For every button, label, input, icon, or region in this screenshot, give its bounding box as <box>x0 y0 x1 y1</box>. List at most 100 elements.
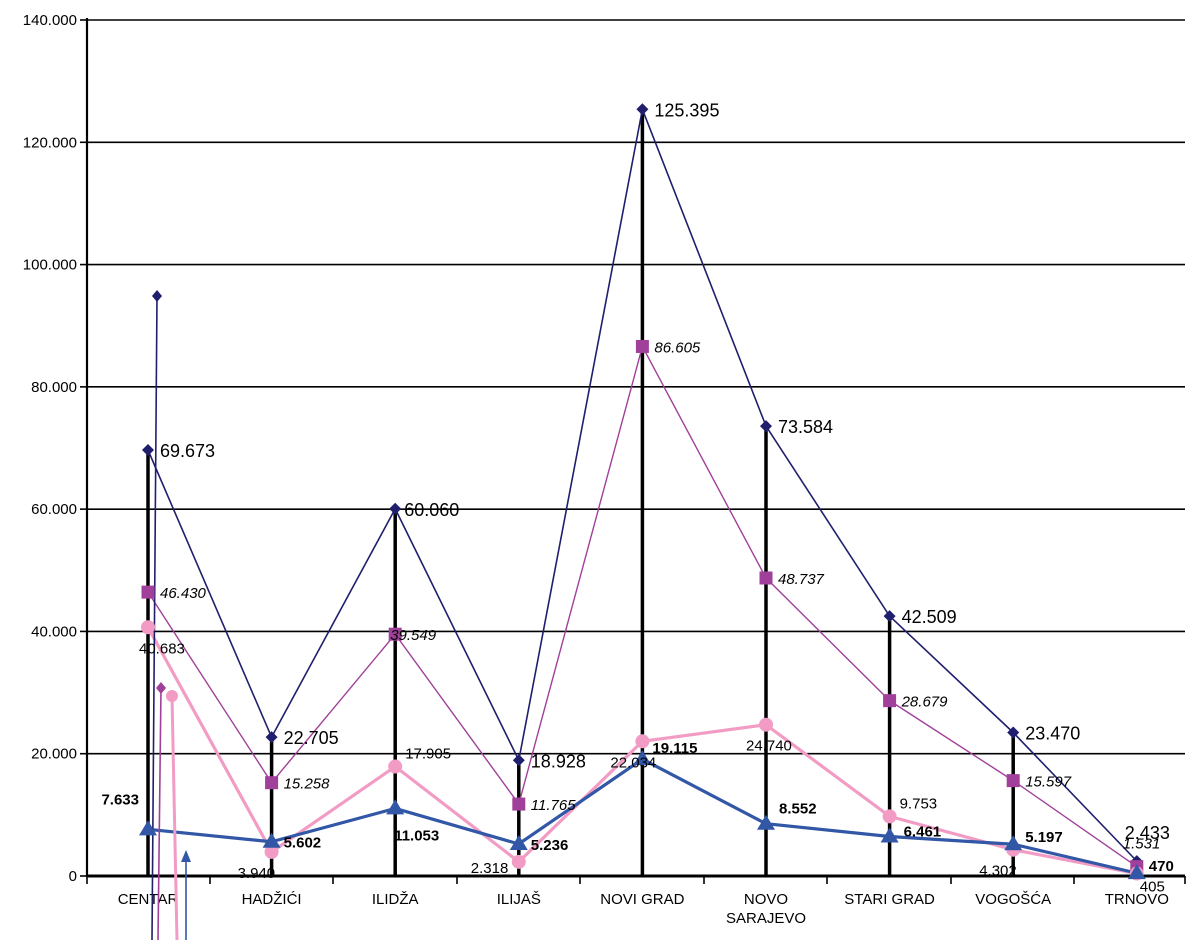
data-label: 19.115 <box>652 740 697 757</box>
x-tick-label: SARAJEVO <box>726 910 806 927</box>
series-marker-square <box>1006 774 1020 788</box>
series-markers <box>139 103 1146 881</box>
data-label: 5.602 <box>284 835 322 852</box>
data-label: 48.737 <box>778 571 825 588</box>
x-tick-label: VOGOŠĆA <box>975 891 1051 908</box>
legend-key-marker <box>181 850 191 862</box>
series-marker-circle <box>882 809 897 824</box>
data-label: 22.705 <box>284 728 339 748</box>
series-marker-triangle <box>1127 864 1146 880</box>
series-marker-circle <box>635 734 650 749</box>
series-marker-diamond <box>512 754 525 767</box>
data-label: 73.584 <box>778 417 833 437</box>
y-tick-label: 100.000 <box>23 257 77 274</box>
data-label: 15.597 <box>1025 774 1072 791</box>
x-tick-label: ILIJAŠ <box>497 891 541 908</box>
data-label: 28.679 <box>901 694 949 711</box>
data-label: 3.940 <box>238 865 276 882</box>
data-label: 1.531 <box>1123 836 1161 853</box>
series-marker-square <box>265 776 279 790</box>
y-tick-label: 0 <box>69 868 77 885</box>
y-tick-label: 20.000 <box>31 746 77 763</box>
series-marker-triangle <box>880 827 899 843</box>
series-marker-square <box>759 571 773 585</box>
grid-lines <box>87 19 1185 755</box>
x-tick-label: HADŽIĆI <box>242 891 302 908</box>
data-label: 405 <box>1140 879 1165 896</box>
data-label: 6.461 <box>904 823 942 840</box>
x-axis-ticks: CENTAR HADŽIĆI ILIDŽA ILIJAŠ NOVI GRAD NOVO SA… <box>86 876 1186 927</box>
x-tick-label: CENTAR <box>118 891 179 908</box>
series-marker-square <box>883 694 897 708</box>
legend-key-line <box>157 687 162 940</box>
x-tick-label: NOVI GRAD <box>600 891 684 908</box>
series-marker-triangle <box>633 750 652 766</box>
data-label: 86.605 <box>654 339 701 356</box>
series-marker-square <box>388 627 402 641</box>
legend-key-line <box>170 695 179 940</box>
data-label: 23.470 <box>1025 723 1080 743</box>
x-tick-label: STARI GRAD <box>844 891 935 908</box>
data-label: 2.433 <box>1125 823 1170 843</box>
data-label: 17.905 <box>405 746 451 763</box>
legend-key-artifacts <box>151 290 191 940</box>
y-tick-label: 120.000 <box>23 134 77 151</box>
y-axis-ticks: 0 20.000 40.000 60.000 80.000 100.000 120.000 1… <box>23 12 87 885</box>
data-label: 69.673 <box>160 441 215 461</box>
legend-key-marker <box>166 690 178 702</box>
data-label: 470 <box>1149 858 1174 875</box>
series-marker-diamond <box>636 103 649 116</box>
series-marker-circle <box>511 854 526 869</box>
data-label: 4.302 <box>979 863 1017 880</box>
series-marker-square <box>141 585 155 599</box>
data-label: 11.765 <box>531 797 576 814</box>
y-tick-label: 80.000 <box>31 379 77 396</box>
y-tick-label: 60.000 <box>31 501 77 518</box>
data-label: 22.034 <box>610 754 656 771</box>
data-label: 40.683 <box>139 640 185 657</box>
series-marker-diamond <box>760 420 772 433</box>
data-label: 39.549 <box>390 627 437 644</box>
data-label: 42.509 <box>902 607 957 627</box>
series-marker-diamond <box>883 610 896 623</box>
x-tick-label: ILIDŽA <box>372 891 419 908</box>
series-marker-circle <box>264 844 279 859</box>
data-label: 8.552 <box>779 801 817 818</box>
data-label: 15.258 <box>284 776 331 793</box>
data-label: 7.633 <box>101 791 139 808</box>
data-label: 18.928 <box>531 751 586 771</box>
series-marker-diamond <box>265 731 278 744</box>
y-tick-label: 140.000 <box>23 12 77 29</box>
series-marker-circle <box>759 717 773 732</box>
series-marker-circle <box>141 620 155 635</box>
data-label: 11.053 <box>394 827 439 844</box>
series-marker-square <box>512 797 526 811</box>
series-marker-triangle <box>139 820 157 836</box>
series-marker-triangle <box>262 832 281 848</box>
series-marker-triangle <box>509 834 528 850</box>
series-marker-diamond <box>1007 726 1020 739</box>
series-marker-diamond <box>389 502 402 515</box>
data-label: 2.318 <box>471 860 509 877</box>
data-label: 125.395 <box>654 100 719 120</box>
series-marker-circle <box>388 759 403 774</box>
data-labels: 69.673 22.705 60.060 18.928 125.395 73.584 42.… <box>101 100 1173 895</box>
data-label: 60.060 <box>404 500 459 520</box>
data-label: 9.753 <box>900 795 938 812</box>
y-tick-label: 40.000 <box>31 623 77 640</box>
series-marker-square <box>635 339 649 353</box>
data-label: 24.740 <box>746 738 792 755</box>
data-label: 46.430 <box>160 585 207 602</box>
series-marker-triangle <box>757 814 775 830</box>
data-label: 5.197 <box>1025 829 1063 846</box>
x-tick-label: TRNOVO <box>1105 891 1169 908</box>
legend-key-marker <box>152 290 162 302</box>
series-marker-triangle <box>1004 835 1023 851</box>
legend-key-line <box>151 295 158 940</box>
legend-key-marker <box>156 682 166 694</box>
data-label: 5.236 <box>531 837 569 854</box>
series-marker-diamond <box>142 443 154 456</box>
x-tick-label: NOVO <box>744 891 788 908</box>
axes <box>85 18 1185 878</box>
